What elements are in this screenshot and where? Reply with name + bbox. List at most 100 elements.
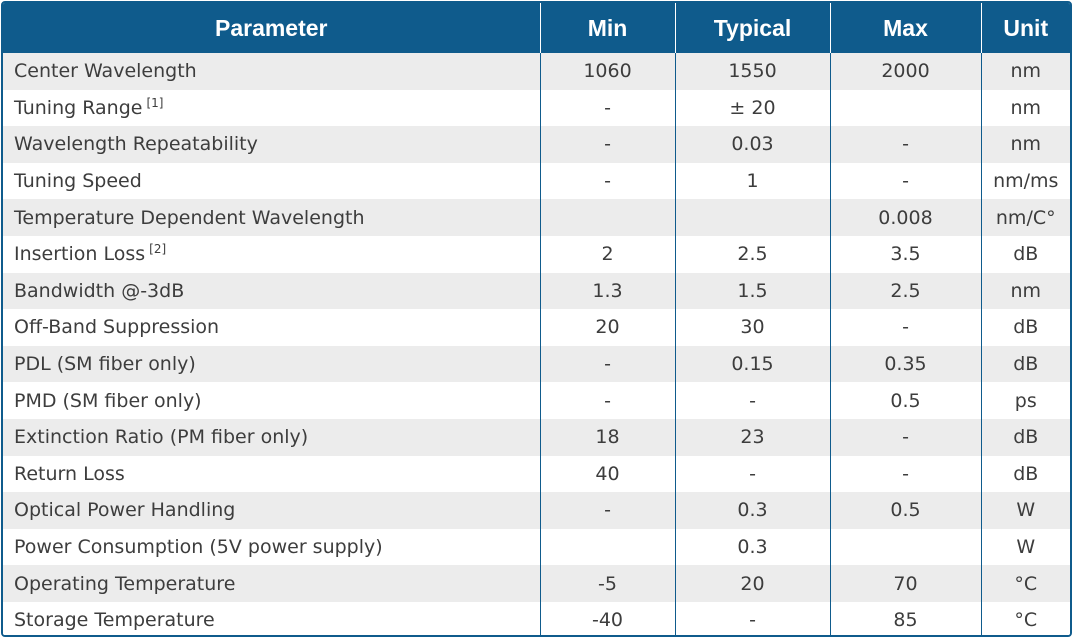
cell-max: - bbox=[829, 455, 981, 493]
cell-min bbox=[539, 528, 675, 566]
parameter-label: Optical Power Handling bbox=[14, 499, 236, 522]
cell-unit: dB bbox=[980, 418, 1070, 456]
cell-parameter: Storage Temperature bbox=[3, 601, 540, 635]
cell-unit: nm/ms bbox=[980, 162, 1070, 200]
table-row: Off-Band Suppression 20 30- dB bbox=[3, 309, 1070, 346]
parameter-label: Insertion Loss bbox=[14, 243, 146, 266]
cell-parameter: Extinction Ratio (PM fiber only) bbox=[3, 418, 540, 456]
table-row: Power Consumption (5V power supply) 0.3 W bbox=[3, 528, 1070, 566]
parameter-label: Return Loss bbox=[14, 462, 125, 485]
cell-max: 0.5 bbox=[829, 382, 981, 419]
cell-unit: W bbox=[980, 528, 1070, 566]
cell-unit: dB bbox=[980, 455, 1070, 493]
footnote-marker: [1] bbox=[146, 95, 164, 110]
table-row: PMD (SM fiber only) - -0.5 ps bbox=[3, 382, 1070, 419]
cell-max: 85 bbox=[829, 601, 981, 635]
table-row: PDL (SM fiber only) -0.15 0.35 dB bbox=[3, 345, 1070, 383]
cell-min: 40 bbox=[539, 455, 675, 493]
footnote-marker: [2] bbox=[149, 241, 167, 256]
parameter-label: Operating Temperature bbox=[14, 572, 236, 595]
table-row: Return Loss 40- - dB bbox=[3, 455, 1070, 493]
cell-min: -40 bbox=[539, 601, 675, 635]
cell-max: - bbox=[829, 162, 981, 200]
table-row: Temperature Dependent Wavelength 0.008 nm/… bbox=[3, 199, 1070, 236]
parameter-label: Wavelength Repeatability bbox=[14, 133, 258, 156]
cell-unit: °C bbox=[980, 601, 1070, 635]
parameter-label: Storage Temperature bbox=[14, 609, 215, 632]
parameter-label: Tuning Range bbox=[14, 96, 143, 119]
cell-min: 2 bbox=[539, 235, 675, 273]
cell-unit: dB bbox=[980, 309, 1070, 346]
cell-typical: - bbox=[674, 601, 830, 635]
header-typical: Typical bbox=[674, 3, 830, 53]
parameter-label: Bandwidth @-3dB bbox=[14, 279, 185, 302]
cell-max: 3.5 bbox=[829, 235, 981, 273]
cell-typical: 20 bbox=[674, 565, 830, 602]
table-row: Storage Temperature -40-85 °C bbox=[3, 601, 1070, 635]
cell-max: - bbox=[829, 309, 981, 346]
table-row: Bandwidth @-3dB 1.3 1.5 2.5 nm bbox=[3, 272, 1070, 310]
cell-parameter: Tuning Range [1] bbox=[3, 89, 540, 127]
cell-typical: 0.3 bbox=[674, 492, 830, 529]
table-row: Tuning Range [1] - ± 20 nm bbox=[3, 89, 1070, 127]
cell-min: - bbox=[539, 89, 675, 127]
cell-typical: 0.03 bbox=[674, 126, 830, 163]
cell-typical: - bbox=[674, 382, 830, 419]
cell-min: - bbox=[539, 162, 675, 200]
cell-typical: 23 bbox=[674, 418, 830, 456]
parameter-label: Power Consumption (5V power supply) bbox=[14, 536, 383, 559]
header-min: Min bbox=[539, 3, 675, 53]
cell-min: - bbox=[539, 126, 675, 163]
cell-unit: dB bbox=[980, 345, 1070, 383]
cell-typical: 1.5 bbox=[674, 272, 830, 310]
cell-typical: 0.3 bbox=[674, 528, 830, 566]
cell-typical: 1550 bbox=[674, 53, 830, 90]
cell-max bbox=[829, 528, 981, 566]
cell-min: - bbox=[539, 382, 675, 419]
cell-max: 0.5 bbox=[829, 492, 981, 529]
cell-typical: - bbox=[674, 455, 830, 493]
cell-max bbox=[829, 89, 981, 127]
cell-typical bbox=[674, 199, 830, 236]
cell-unit: nm bbox=[980, 53, 1070, 90]
cell-max: 70 bbox=[829, 565, 981, 602]
cell-unit: W bbox=[980, 492, 1070, 529]
cell-max: 0.008 bbox=[829, 199, 981, 236]
cell-min: 1060 bbox=[539, 53, 675, 90]
parameter-label: Tuning Speed bbox=[14, 170, 142, 193]
cell-parameter: Center Wavelength bbox=[3, 53, 540, 90]
table-row: Extinction Ratio (PM fiber only) 18 23- dB bbox=[3, 418, 1070, 456]
parameter-label: PDL (SM fiber only) bbox=[14, 353, 196, 376]
table-row: Operating Temperature -5 20 70 °C bbox=[3, 565, 1070, 602]
cell-unit: nm bbox=[980, 272, 1070, 310]
cell-parameter: Off-Band Suppression bbox=[3, 309, 540, 346]
cell-max: 2000 bbox=[829, 53, 981, 90]
cell-typical: 0.15 bbox=[674, 345, 830, 383]
cell-unit: ps bbox=[980, 382, 1070, 419]
cell-min: - bbox=[539, 345, 675, 383]
cell-parameter: Insertion Loss [2] bbox=[3, 235, 540, 273]
table-row: Insertion Loss [2] 2 2.5 3.5 dB bbox=[3, 235, 1070, 273]
cell-min: 20 bbox=[539, 309, 675, 346]
header-parameter: Parameter bbox=[3, 3, 540, 53]
table-row: Tuning Speed -1- nm/ms bbox=[3, 162, 1070, 200]
cell-unit: nm/C° bbox=[980, 199, 1070, 236]
cell-unit: dB bbox=[980, 235, 1070, 273]
parameter-label: Center Wavelength bbox=[14, 60, 197, 83]
spec-table-body: Center Wavelength 1060 1550 2000 nm Tuning Ra… bbox=[3, 53, 1070, 635]
cell-parameter: PDL (SM fiber only) bbox=[3, 345, 540, 383]
cell-parameter: Wavelength Repeatability bbox=[3, 126, 540, 163]
table-row: Optical Power Handling -0.3 0.5 W bbox=[3, 492, 1070, 529]
header-row: Parameter Min Typical Max Unit bbox=[3, 3, 1070, 53]
cell-parameter: Operating Temperature bbox=[3, 565, 540, 602]
cell-parameter: PMD (SM fiber only) bbox=[3, 382, 540, 419]
cell-parameter: Return Loss bbox=[3, 455, 540, 493]
cell-min: 1.3 bbox=[539, 272, 675, 310]
cell-max: 0.35 bbox=[829, 345, 981, 383]
cell-min: -5 bbox=[539, 565, 675, 602]
cell-typical: 2.5 bbox=[674, 235, 830, 273]
cell-max: - bbox=[829, 418, 981, 456]
header-unit: Unit bbox=[980, 3, 1070, 53]
cell-typical: 1 bbox=[674, 162, 830, 200]
